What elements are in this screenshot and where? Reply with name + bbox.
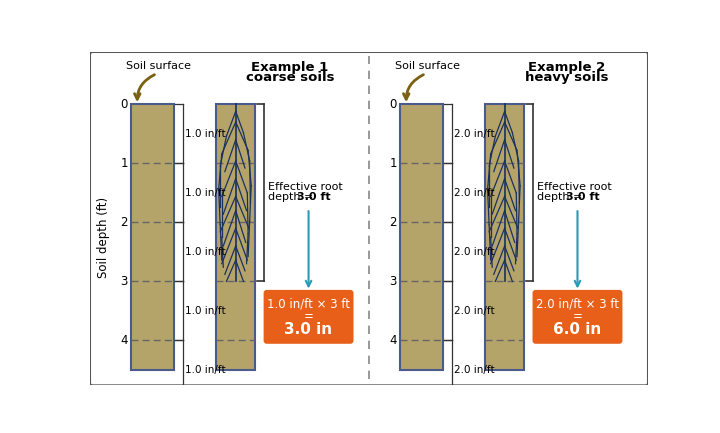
Text: 4: 4	[120, 334, 128, 347]
Text: depth =: depth =	[269, 193, 317, 203]
Text: 2.0 in/ft: 2.0 in/ft	[454, 247, 495, 257]
Text: 2.0 in/ft: 2.0 in/ft	[454, 129, 495, 139]
Text: Soil surface: Soil surface	[126, 61, 191, 71]
Text: coarse soils: coarse soils	[246, 71, 334, 84]
Text: 6.0 in: 6.0 in	[554, 323, 602, 337]
Text: 2.0 in/ft: 2.0 in/ft	[454, 188, 495, 198]
Text: 1.0 in/ft: 1.0 in/ft	[185, 247, 226, 257]
FancyBboxPatch shape	[264, 290, 354, 344]
Text: depth =: depth =	[537, 193, 586, 203]
Text: 4: 4	[390, 334, 397, 347]
Text: 1: 1	[120, 157, 128, 170]
Text: 3: 3	[121, 275, 128, 288]
Bar	[485, 104, 524, 370]
Text: 2.0 in/ft: 2.0 in/ft	[454, 306, 495, 316]
FancyBboxPatch shape	[533, 290, 622, 344]
Text: 2: 2	[120, 216, 128, 229]
Text: 2.0 in/ft × 3 ft: 2.0 in/ft × 3 ft	[536, 297, 619, 310]
Text: =: =	[304, 310, 313, 323]
Text: 0: 0	[390, 98, 397, 111]
Text: 1.0 in/ft: 1.0 in/ft	[185, 129, 226, 139]
Text: heavy soils: heavy soils	[525, 71, 608, 84]
Text: Soil depth (ft): Soil depth (ft)	[97, 197, 110, 278]
Text: 1.0 in/ft: 1.0 in/ft	[185, 188, 226, 198]
Bar	[400, 104, 443, 370]
Text: Effective root: Effective root	[269, 182, 343, 192]
Text: Example 2: Example 2	[528, 61, 606, 74]
Bar	[131, 104, 174, 370]
FancyBboxPatch shape	[90, 52, 648, 385]
Text: 0: 0	[121, 98, 128, 111]
Text: =: =	[572, 310, 582, 323]
Text: 3: 3	[390, 275, 397, 288]
Text: 2: 2	[390, 216, 397, 229]
Text: 1.0 in/ft × 3 ft: 1.0 in/ft × 3 ft	[267, 297, 350, 310]
Text: Soil surface: Soil surface	[395, 61, 460, 71]
Text: 3.0 in: 3.0 in	[284, 323, 333, 337]
Text: 2.0 in/ft: 2.0 in/ft	[454, 365, 495, 375]
Bar	[216, 104, 255, 370]
Text: 3.0 ft: 3.0 ft	[297, 193, 330, 203]
Text: Example 1: Example 1	[251, 61, 328, 74]
Text: 3.0 ft: 3.0 ft	[566, 193, 600, 203]
Text: 1.0 in/ft: 1.0 in/ft	[185, 306, 226, 316]
Text: 1: 1	[390, 157, 397, 170]
Text: 1.0 in/ft: 1.0 in/ft	[185, 365, 226, 375]
Text: Effective root: Effective root	[537, 182, 612, 192]
